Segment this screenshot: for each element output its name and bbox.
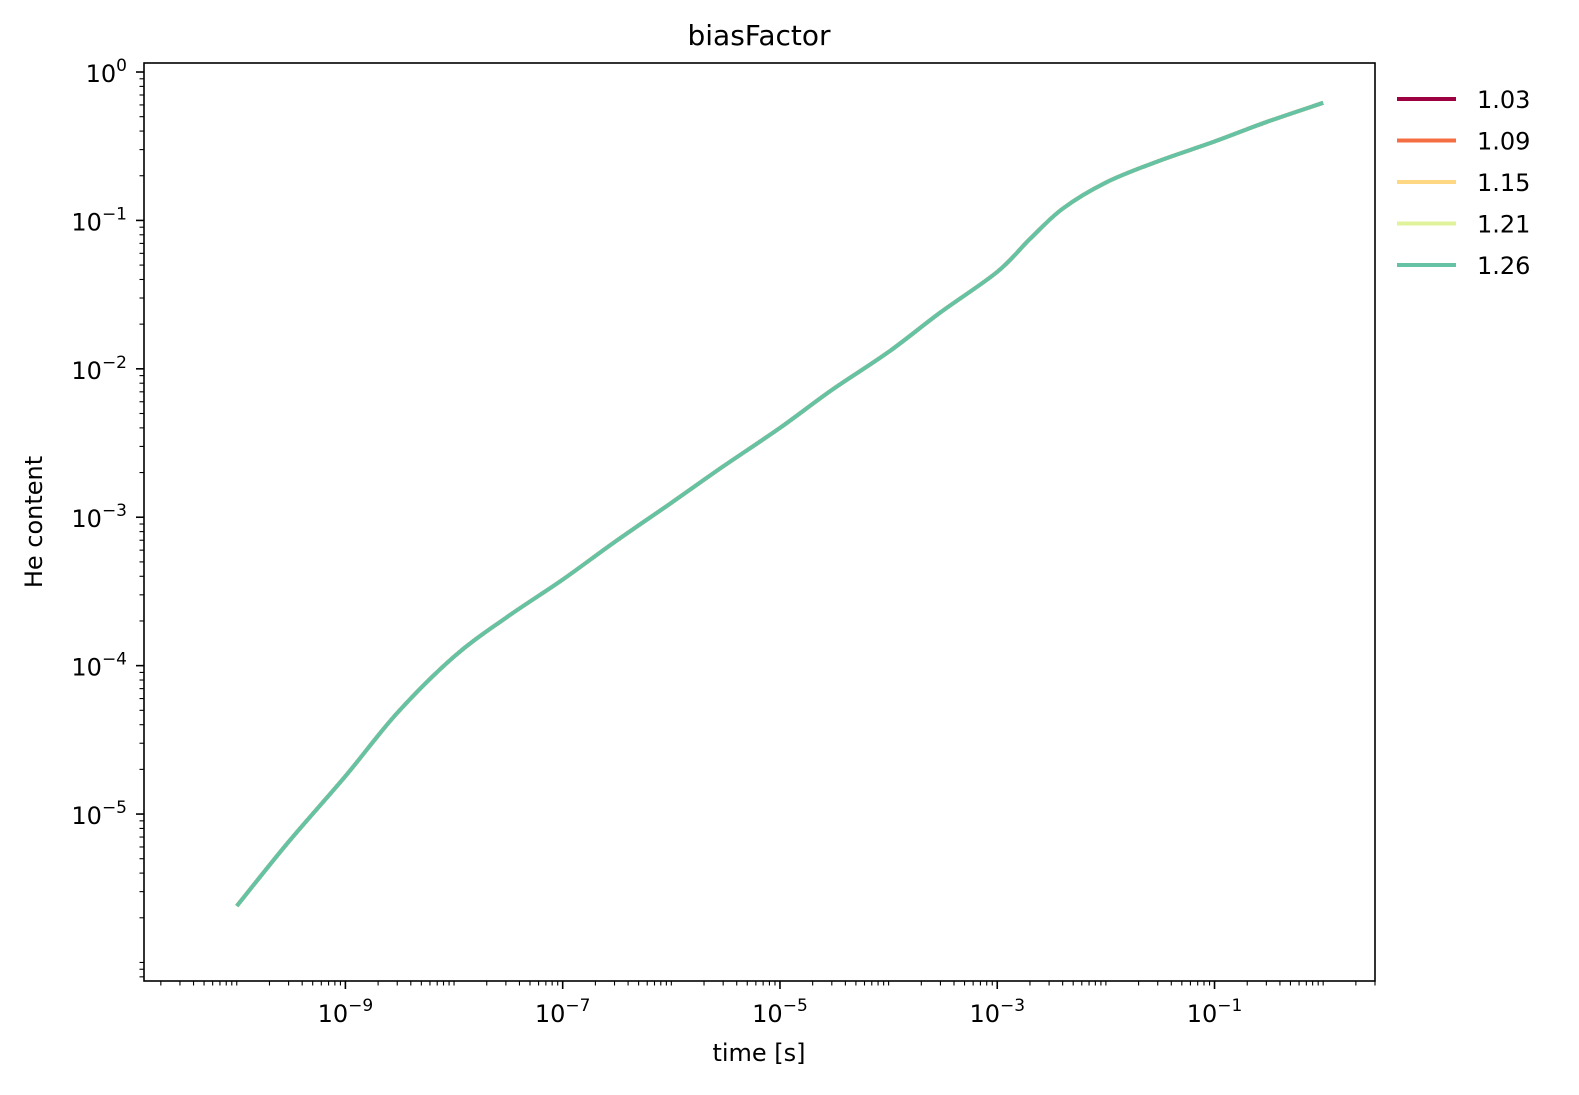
x-tick-label: 10−5 [752, 996, 808, 1028]
legend-label: 1.21 [1477, 211, 1530, 239]
series-line-1.26 [235, 100, 1324, 908]
x-tick-label: 10−7 [535, 996, 591, 1028]
y-axis-label: He content [20, 456, 48, 588]
y-tick-label: 10−4 [71, 650, 127, 682]
x-tick-label: 10−9 [318, 996, 374, 1028]
x-tick-label: 10−1 [1187, 996, 1243, 1028]
y-tick-label: 10−3 [71, 501, 127, 533]
y-tick-label: 10−1 [71, 204, 127, 236]
y-tick-label: 10−2 [71, 353, 127, 385]
x-tick-label: 10−3 [969, 996, 1025, 1028]
series-layer [235, 100, 1324, 908]
axes-frame [143, 62, 1376, 982]
legend-label: 1.03 [1477, 86, 1530, 114]
legend-label: 1.26 [1477, 252, 1530, 280]
y-axis: 10−5 10−4 10−3 10−2 10−1 100 [71, 56, 144, 978]
x-axis: 10−9 10−7 10−5 10−3 10−1 [160, 981, 1376, 1028]
legend-label: 1.15 [1477, 169, 1530, 197]
y-tick-label: 100 [86, 56, 127, 88]
legend-label: 1.09 [1477, 128, 1530, 156]
x-axis-label: time [s] [712, 1039, 805, 1067]
chart-title: biasFactor [687, 19, 830, 52]
legend: 1.03 1.09 1.15 1.21 1.26 [1397, 86, 1530, 280]
y-tick-label: 10−5 [71, 798, 127, 830]
